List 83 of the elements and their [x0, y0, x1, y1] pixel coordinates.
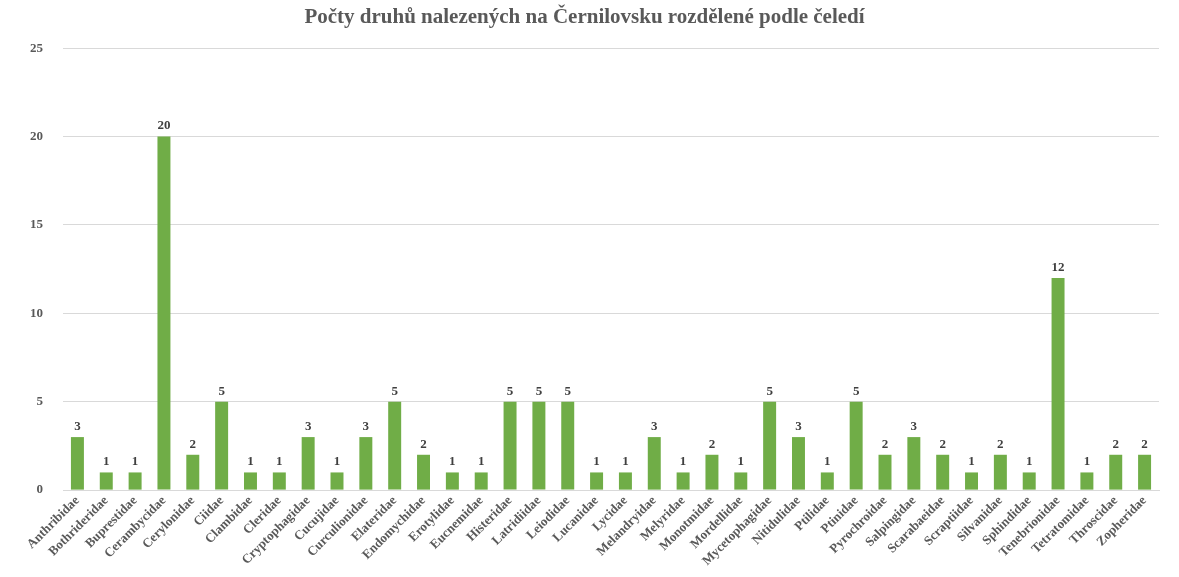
bar: [359, 437, 373, 490]
data-label: 1: [1083, 453, 1091, 469]
y-tick-label: 15: [30, 216, 44, 232]
data-label: 3: [362, 417, 370, 433]
bar: [70, 437, 84, 490]
bar: [1138, 454, 1152, 490]
bar: [445, 472, 459, 490]
bar: [878, 454, 892, 490]
y-tick-label: 10: [30, 304, 43, 320]
data-label: 3: [74, 417, 82, 433]
data-label: 12: [1051, 258, 1065, 274]
y-tick-label: 25: [30, 39, 44, 55]
data-label: 3: [651, 417, 659, 433]
bar: [532, 401, 546, 490]
bar: [417, 454, 431, 490]
bar: [128, 472, 142, 490]
bar: [157, 136, 171, 490]
data-label: 1: [276, 453, 283, 469]
bar: [647, 437, 661, 490]
data-label: 3: [910, 417, 918, 433]
data-label: 2: [939, 435, 946, 451]
bar: [820, 472, 834, 490]
bar: [734, 472, 748, 490]
data-label: 1: [103, 453, 110, 469]
bar: [849, 401, 863, 490]
bar: [388, 401, 402, 490]
bar: [215, 401, 229, 490]
bar: [618, 472, 632, 490]
bar: [1080, 472, 1094, 490]
data-label: 1: [1025, 453, 1033, 469]
data-label: 1: [593, 453, 600, 469]
bar: [590, 472, 604, 490]
data-label: 2: [1112, 435, 1119, 451]
data-label: 1: [247, 453, 254, 469]
data-label: 5: [506, 382, 514, 398]
bar: [907, 437, 921, 490]
data-label: 5: [852, 382, 860, 398]
data-label: 2: [1141, 435, 1148, 451]
data-label: 1: [449, 453, 456, 469]
bar: [301, 437, 315, 490]
bar: [272, 472, 286, 490]
data-label: 20: [157, 117, 171, 133]
data-label: 1: [131, 453, 139, 469]
y-tick-label: 5: [36, 393, 44, 409]
data-label: 5: [218, 382, 226, 398]
bar: [965, 472, 979, 490]
data-label: 5: [766, 382, 774, 398]
chart-title: Počty druhů nalezených na Černilovsku rozdělené podle čeledí: [304, 4, 866, 29]
data-label: 3: [304, 417, 312, 433]
data-label: 2: [189, 435, 197, 451]
data-label: 2: [420, 435, 427, 451]
bar: [1109, 454, 1123, 490]
bar: [1022, 472, 1036, 490]
data-label: 5: [535, 382, 543, 398]
data-label: 1: [679, 453, 687, 469]
bar: [1051, 278, 1065, 490]
data-label: 2: [708, 435, 716, 451]
data-label: 1: [333, 453, 341, 469]
bar: [763, 401, 777, 490]
bar: [676, 472, 690, 490]
data-label: 1: [737, 453, 745, 469]
bar: [993, 454, 1007, 490]
data-label: 2: [997, 435, 1004, 451]
bar: [474, 472, 488, 490]
data-label: 1: [477, 453, 485, 469]
y-tick-label: 20: [30, 127, 43, 143]
data-label: 1: [968, 453, 975, 469]
data-label: 1: [824, 453, 831, 469]
bar: [561, 401, 575, 490]
bar: [330, 472, 344, 490]
bar: [791, 437, 805, 490]
data-label: 5: [391, 382, 399, 398]
bar: [705, 454, 719, 490]
bar: [186, 454, 200, 490]
data-label: 1: [622, 453, 629, 469]
data-label: 3: [795, 417, 803, 433]
bar: [243, 472, 257, 490]
data-label: 2: [881, 435, 889, 451]
bar: [936, 454, 950, 490]
bar: [503, 401, 517, 490]
bar: [99, 472, 113, 490]
y-tick-label: 0: [36, 481, 43, 497]
data-label: 5: [564, 382, 572, 398]
